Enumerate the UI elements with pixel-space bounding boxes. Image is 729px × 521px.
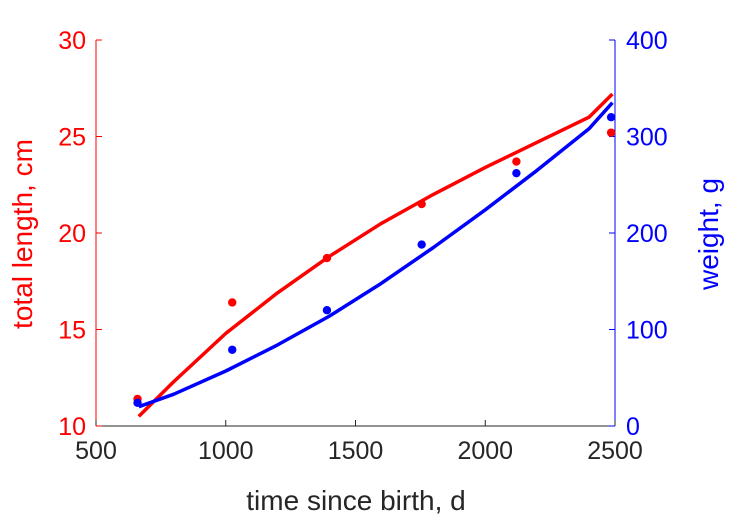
x-tick-label: 500 xyxy=(75,437,117,465)
y-right-tick-label: 300 xyxy=(626,124,668,152)
weight-fit-line xyxy=(138,101,614,409)
y-left-tick-label: 10 xyxy=(58,413,86,441)
x-axis-label: time since birth, d xyxy=(246,485,465,516)
y-right-tick-label: 100 xyxy=(626,317,668,345)
axes xyxy=(95,39,616,427)
tick-labels: 500 1000 1500 2000 2500101520253001002003004… xyxy=(58,27,668,465)
length-data-point xyxy=(228,298,237,307)
y-right-tick-label: 200 xyxy=(626,220,668,248)
length-data-point xyxy=(606,128,616,137)
y-left-tick-label: 15 xyxy=(58,317,86,345)
y-left-tick-label: 25 xyxy=(58,124,86,152)
x-tick-label: 2500 xyxy=(587,437,643,465)
weight-data-point xyxy=(322,306,332,315)
y-left-tick-label: 20 xyxy=(58,220,86,248)
length-fit-line xyxy=(137,92,614,418)
weight-data-point xyxy=(606,113,616,122)
fit-lines xyxy=(137,92,614,418)
y-right-axis-label: weight, g xyxy=(693,178,724,291)
weight-data-point xyxy=(228,345,237,354)
x-tick-label: 2000 xyxy=(457,437,513,465)
y-right-tick-label: 0 xyxy=(626,413,640,441)
length-data-point xyxy=(512,157,521,166)
y-left-tick-label: 30 xyxy=(58,27,86,55)
length-data-point xyxy=(417,199,426,209)
length-data-point xyxy=(322,253,332,263)
weight-data-point xyxy=(133,398,142,408)
weight-data-point xyxy=(417,240,426,249)
x-tick-label: 1000 xyxy=(198,437,254,465)
y-left-axis-label: total length, cm xyxy=(7,139,38,329)
weight-data-point xyxy=(512,168,521,178)
y-right-tick-label: 400 xyxy=(626,27,668,55)
data-points xyxy=(133,113,616,408)
x-tick-label: 1500 xyxy=(328,437,384,465)
